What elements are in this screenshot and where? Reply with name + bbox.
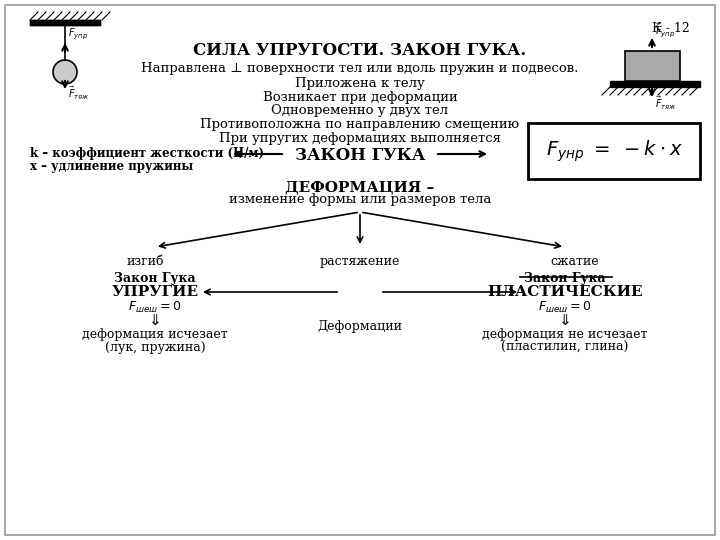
Text: ⇓: ⇓ xyxy=(148,313,161,328)
Text: $\vec{F}_{тяж}$: $\vec{F}_{тяж}$ xyxy=(68,84,90,102)
Bar xyxy=(30,20,100,25)
Text: К - 12: К - 12 xyxy=(652,22,690,35)
Text: $F_{шеш}=0$: $F_{шеш}=0$ xyxy=(539,300,592,315)
Text: Возникает при деформации: Возникает при деформации xyxy=(263,91,457,104)
Text: k – коэффициент жесткости (Н/м): k – коэффициент жесткости (Н/м) xyxy=(30,147,264,160)
Bar xyxy=(625,51,680,81)
Text: изгиб: изгиб xyxy=(126,255,163,268)
FancyBboxPatch shape xyxy=(528,123,700,179)
Text: ДЕФОРМАЦИЯ –: ДЕФОРМАЦИЯ – xyxy=(285,180,435,194)
Text: Одновременно у двух тел: Одновременно у двух тел xyxy=(271,104,449,117)
Text: $\vec{F}_{упр}$: $\vec{F}_{упр}$ xyxy=(68,23,88,41)
Text: x – удлинение пружины: x – удлинение пружины xyxy=(30,160,193,173)
Text: Закон Гука: Закон Гука xyxy=(114,272,196,285)
Text: ПЛАСТИЧЕСКИЕ: ПЛАСТИЧЕСКИЕ xyxy=(487,285,643,299)
Text: Направлена ⊥ поверхности тел или вдоль пружин и подвесов.: Направлена ⊥ поверхности тел или вдоль п… xyxy=(141,62,579,75)
Text: Закон Гука: Закон Гука xyxy=(524,272,606,285)
Text: растяжение: растяжение xyxy=(320,255,400,268)
Text: При упругих деформациях выполняется: При упругих деформациях выполняется xyxy=(219,132,501,145)
Text: (пластилин, глина): (пластилин, глина) xyxy=(501,341,629,354)
Text: ⇓: ⇓ xyxy=(559,313,572,328)
Text: $\vec{F}_{упр}$: $\vec{F}_{упр}$ xyxy=(655,21,675,39)
Text: деформация не исчезает: деформация не исчезает xyxy=(482,328,648,341)
Text: (лук, пружина): (лук, пружина) xyxy=(104,341,205,354)
Text: изменение формы или размеров тела: изменение формы или размеров тела xyxy=(229,193,491,206)
Text: деформация исчезает: деформация исчезает xyxy=(82,328,228,341)
Text: УПРУГИЕ: УПРУГИЕ xyxy=(112,285,199,299)
Text: Противоположна по направлению смещению: Противоположна по направлению смещению xyxy=(200,118,520,131)
Text: ЗАКОН ГУКА: ЗАКОН ГУКА xyxy=(294,147,426,164)
Text: $F_{шеш}=0$: $F_{шеш}=0$ xyxy=(128,300,181,315)
Text: СИЛА УПРУГОСТИ. ЗАКОН ГУКА.: СИЛА УПРУГОСТИ. ЗАКОН ГУКА. xyxy=(194,42,526,59)
Text: Приложена к телу: Приложена к телу xyxy=(295,77,425,90)
Text: $\vec{F}_{тяж}$: $\vec{F}_{тяж}$ xyxy=(655,94,677,112)
Text: сжатие: сжатие xyxy=(551,255,599,268)
Circle shape xyxy=(53,60,77,84)
Text: Деформации: Деформации xyxy=(318,320,402,333)
Text: $F_{yнр}\ =\ -k\cdot x$: $F_{yнр}\ =\ -k\cdot x$ xyxy=(546,138,683,164)
Bar xyxy=(610,81,700,87)
